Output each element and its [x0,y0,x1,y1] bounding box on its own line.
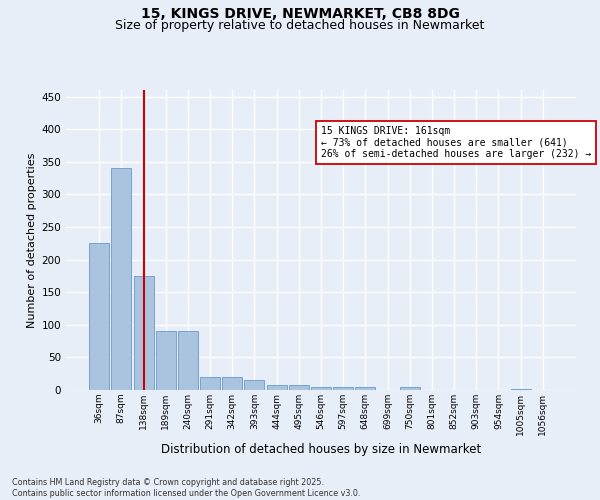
Bar [244,380,265,390]
Bar [134,276,154,390]
Bar [311,386,331,390]
Bar [156,332,176,390]
Bar [266,385,287,390]
Bar [511,388,530,390]
Text: Size of property relative to detached houses in Newmarket: Size of property relative to detached ho… [115,19,485,32]
Bar [112,168,131,390]
Y-axis label: Number of detached properties: Number of detached properties [27,152,37,328]
Text: Contains HM Land Registry data © Crown copyright and database right 2025.
Contai: Contains HM Land Registry data © Crown c… [12,478,361,498]
Bar [200,377,220,390]
Bar [89,244,109,390]
Bar [222,377,242,390]
Text: Distribution of detached houses by size in Newmarket: Distribution of detached houses by size … [161,442,481,456]
Bar [289,385,309,390]
Text: 15, KINGS DRIVE, NEWMARKET, CB8 8DG: 15, KINGS DRIVE, NEWMARKET, CB8 8DG [140,8,460,22]
Bar [333,386,353,390]
Bar [355,386,376,390]
Bar [178,332,198,390]
Bar [400,388,420,390]
Text: 15 KINGS DRIVE: 161sqm
← 73% of detached houses are smaller (641)
26% of semi-de: 15 KINGS DRIVE: 161sqm ← 73% of detached… [321,126,591,159]
